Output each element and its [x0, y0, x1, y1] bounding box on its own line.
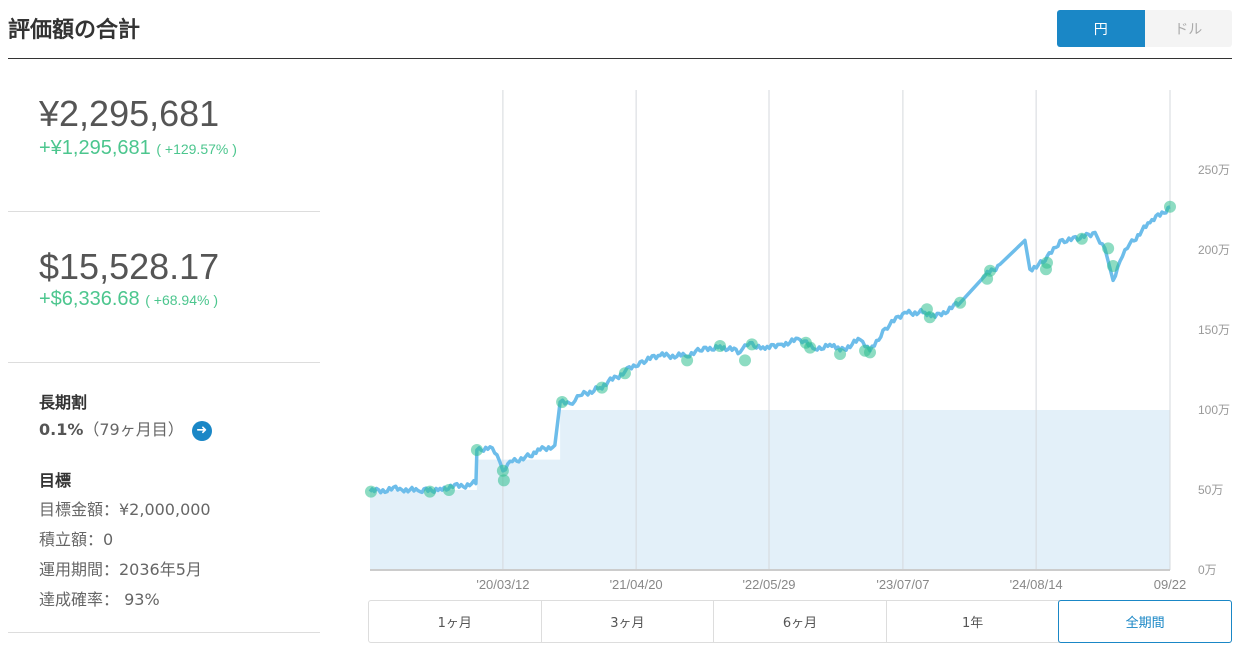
- trade-marker: [618, 367, 631, 380]
- valuation-chart: '20/03/12 '21/04/20 '22/05/29 '23/07/07 '24/…: [364, 90, 1230, 592]
- trade-marker: [496, 464, 509, 477]
- long-term-heading: 長期割: [39, 393, 88, 412]
- usd-gain: +$6,336.68: [39, 288, 140, 310]
- goal-heading: 目標: [39, 471, 72, 490]
- goal-saving: 積立額：0: [39, 530, 114, 549]
- x-tick-label: '20/03/12: [476, 577, 529, 592]
- trade-marker: [1164, 200, 1176, 213]
- goal-period: 運用期間：2036年5月: [39, 560, 202, 579]
- trade-marker: [1107, 260, 1120, 272]
- y-tick-label: 0万: [1198, 563, 1217, 577]
- y-tick-label: 100万: [1198, 403, 1230, 417]
- goal-probability: 達成確率： 93%: [39, 590, 160, 609]
- arrow-right-icon[interactable]: ➜: [191, 420, 212, 441]
- principal-area: [370, 410, 1170, 570]
- range-1year[interactable]: 1年: [887, 601, 1060, 642]
- goal-section: 長期割 0.1%（79ヶ月目） ➜ 目標 目標金額：¥2,000,000 積立額：…: [8, 363, 320, 633]
- trade-marker: [681, 354, 694, 367]
- usd-gain-pct: ( +68.94% ): [145, 292, 218, 308]
- range-1month[interactable]: 1ヶ月: [369, 601, 542, 642]
- goal-amount: 目標金額：¥2,000,000: [39, 500, 211, 519]
- trade-marker: [923, 311, 936, 324]
- trade-marker: [423, 485, 436, 498]
- jpy-gain: +¥1,295,681: [39, 137, 151, 159]
- trade-marker: [834, 348, 847, 360]
- trade-marker: [442, 484, 455, 496]
- range-all[interactable]: 全期間: [1058, 600, 1232, 643]
- usd-summary: $15,528.17 +$6,336.68 ( +68.94% ): [8, 212, 320, 363]
- currency-toggle: 円 ドル: [1057, 10, 1232, 47]
- long-term-rate: 0.1%: [39, 420, 84, 439]
- page-title: 評価額の合計: [8, 18, 141, 43]
- valuation-line: [368, 205, 1171, 495]
- usd-total: $15,528.17: [39, 246, 220, 287]
- y-tick-label: 250万: [1198, 163, 1230, 177]
- x-tick-label: '24/08/14: [1010, 577, 1063, 592]
- trade-marker: [864, 346, 876, 359]
- x-tick-label: 09/22: [1154, 577, 1187, 592]
- x-tick-label: '22/05/29: [742, 577, 795, 592]
- range-selector: 1ヶ月 3ヶ月 6ヶ月 1年 全期間: [368, 600, 1232, 643]
- y-tick-label: 50万: [1198, 483, 1223, 497]
- trade-marker: [364, 485, 377, 498]
- long-term-months: （79ヶ月目）: [83, 420, 184, 439]
- currency-dollar-button[interactable]: ドル: [1144, 10, 1232, 47]
- range-3months[interactable]: 3ヶ月: [542, 601, 715, 642]
- x-tick-label: '23/07/07: [876, 577, 929, 592]
- y-tick-label: 200万: [1198, 243, 1230, 257]
- x-tick-label: '21/04/20: [610, 577, 663, 592]
- trade-marker: [470, 444, 483, 456]
- y-tick-label: 150万: [1198, 323, 1230, 337]
- trade-marker: [556, 396, 569, 408]
- trade-marker: [714, 340, 726, 352]
- trade-marker: [1075, 232, 1088, 245]
- trade-marker: [984, 264, 997, 277]
- summary-panel: ¥2,295,681 +¥1,295,681 ( +129.57% ) $15,…: [8, 59, 320, 633]
- trade-marker: [804, 341, 817, 354]
- trade-marker: [745, 338, 758, 351]
- trade-marker: [595, 381, 608, 394]
- header-divider: [8, 58, 1232, 59]
- trade-marker: [497, 474, 510, 487]
- trade-marker: [739, 354, 751, 367]
- jpy-total: ¥2,295,681: [39, 93, 220, 134]
- trade-marker: [954, 296, 967, 309]
- trade-marker: [1102, 242, 1115, 255]
- jpy-summary: ¥2,295,681 +¥1,295,681 ( +129.57% ): [8, 59, 320, 212]
- trade-marker: [1039, 263, 1052, 276]
- jpy-gain-pct: ( +129.57% ): [156, 141, 237, 157]
- range-6months[interactable]: 6ヶ月: [714, 601, 887, 642]
- currency-yen-button[interactable]: 円: [1057, 10, 1145, 47]
